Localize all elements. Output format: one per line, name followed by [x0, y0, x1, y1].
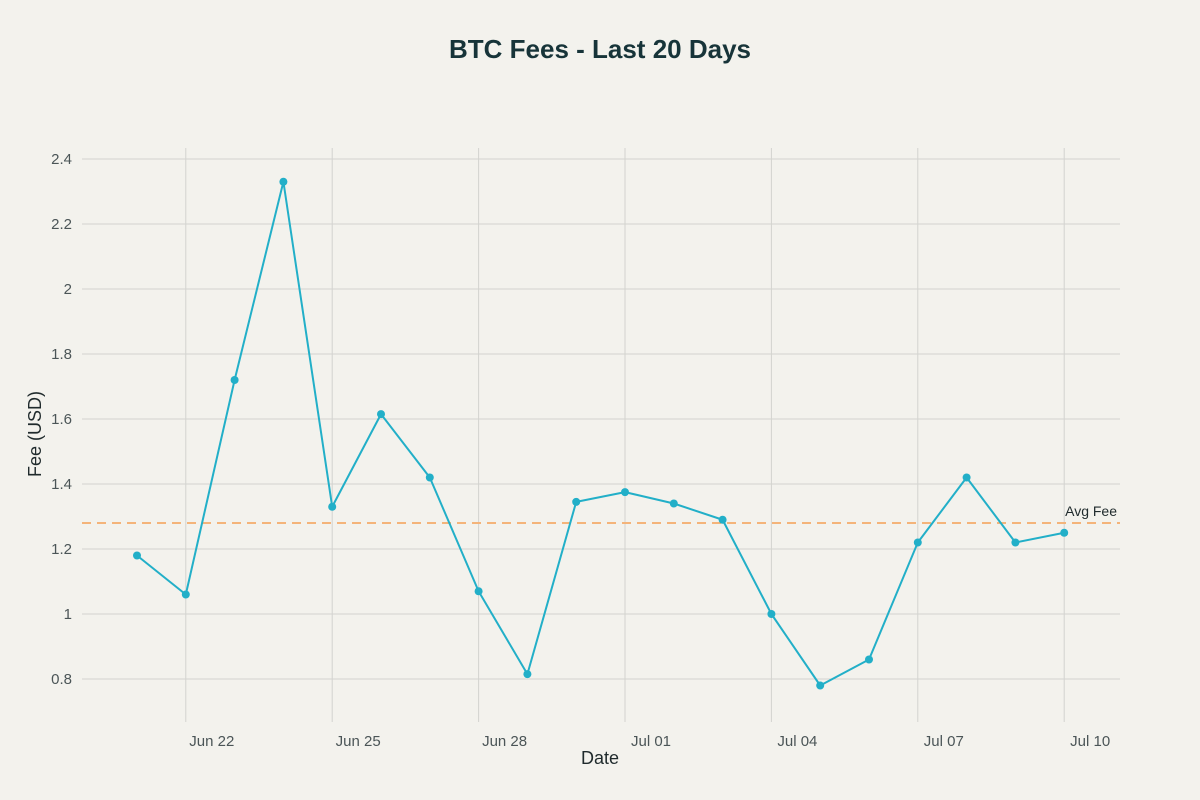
y-tick-label: 2.4 — [51, 151, 72, 168]
data-point[interactable] — [816, 681, 825, 690]
data-point[interactable] — [621, 488, 629, 497]
y-tick-label: 1.4 — [51, 476, 72, 493]
y-tick-label: 2.2 — [51, 216, 72, 233]
x-axis-title: Date — [581, 748, 619, 768]
data-point[interactable] — [133, 551, 141, 560]
data-point[interactable] — [425, 473, 434, 482]
y-tick-label: 1 — [64, 606, 72, 623]
series-line — [136, 180, 1065, 687]
data-point[interactable] — [962, 473, 971, 482]
data-point[interactable] — [523, 670, 532, 679]
y-tick-label: 1.6 — [51, 411, 72, 428]
axes: 0.8 1 1.2 1.4 1.6 1.8 2 2.2 2.4 Jun 22 Jun 25 Jun 2… — [51, 151, 1110, 750]
data-point[interactable] — [572, 497, 581, 506]
grid — [82, 148, 1120, 722]
data-point[interactable] — [767, 610, 776, 618]
series-group — [133, 177, 1069, 690]
data-point[interactable] — [328, 502, 337, 511]
x-tick-label: Jul 10 — [1070, 733, 1110, 750]
y-tick-label: 1.8 — [51, 346, 72, 363]
x-tick-label: Jul 04 — [777, 733, 817, 750]
x-tick-label: Jun 28 — [482, 733, 527, 750]
data-point[interactable] — [1060, 528, 1069, 537]
x-tick-label: Jun 25 — [336, 733, 381, 750]
data-point[interactable] — [230, 376, 239, 384]
x-tick-label: Jun 22 — [189, 733, 234, 750]
y-tick-label: 1.2 — [51, 541, 72, 558]
x-tick-label: Jul 01 — [631, 733, 671, 750]
y-tick-label: 2 — [64, 281, 72, 298]
y-tick-label: 0.8 — [51, 671, 72, 688]
data-point[interactable] — [913, 538, 922, 547]
reference-line-group: Avg Fee — [82, 503, 1120, 524]
data-point[interactable] — [1011, 538, 1020, 547]
data-point[interactable] — [718, 515, 727, 524]
y-axis-title: Fee (USD) — [25, 391, 45, 477]
avg-fee-label: Avg Fee — [1065, 503, 1117, 519]
data-point[interactable] — [377, 410, 385, 419]
data-point[interactable] — [181, 590, 190, 599]
data-point[interactable] — [865, 655, 873, 664]
chart-title: BTC Fees - Last 20 Days — [449, 34, 751, 64]
data-point[interactable] — [279, 177, 288, 186]
x-tick-label: Jul 07 — [924, 733, 964, 750]
data-point[interactable] — [669, 499, 678, 508]
data-point[interactable] — [474, 587, 483, 596]
